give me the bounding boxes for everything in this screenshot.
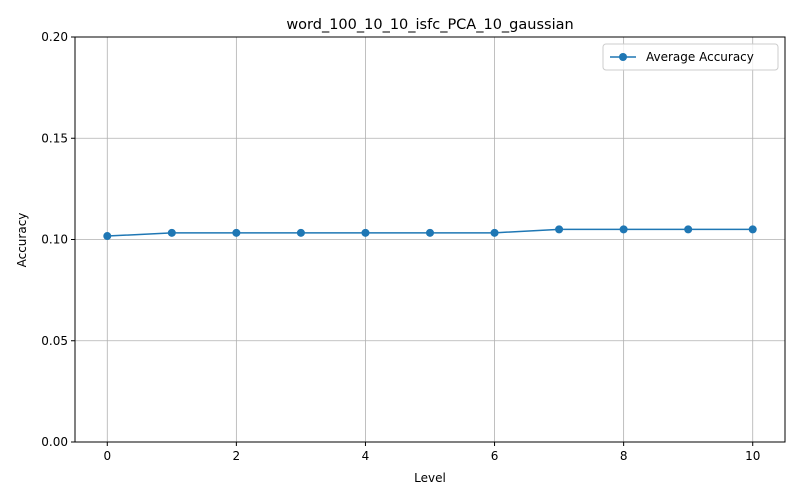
data-point bbox=[167, 228, 176, 237]
data-point bbox=[232, 228, 241, 237]
y-tick-label: 0.05 bbox=[41, 334, 68, 348]
data-point bbox=[748, 225, 757, 234]
series-layer bbox=[103, 225, 757, 241]
chart-title: word_100_10_10_isfc_PCA_10_gaussian bbox=[286, 17, 573, 33]
data-point bbox=[296, 228, 305, 237]
data-point bbox=[426, 228, 434, 237]
x-tick-label: 10 bbox=[745, 449, 760, 463]
x-tick-label: 2 bbox=[233, 449, 241, 463]
x-tick-label: 6 bbox=[491, 449, 499, 463]
x-axis-ticks: 0 2 4 6 8 10 bbox=[103, 442, 760, 463]
data-point bbox=[490, 228, 499, 237]
data-point bbox=[684, 225, 693, 234]
x-tick-label: 8 bbox=[620, 449, 628, 463]
grid-lines bbox=[75, 36, 785, 443]
data-point bbox=[103, 232, 112, 241]
data-point bbox=[555, 225, 564, 234]
y-tick-label: 0.10 bbox=[41, 233, 68, 247]
y-tick-label: 0.00 bbox=[41, 435, 68, 449]
x-axis-label: Level bbox=[414, 471, 446, 485]
legend: Average Accuracy bbox=[602, 43, 779, 71]
y-tick-label: 0.20 bbox=[41, 30, 68, 44]
legend-box bbox=[602, 43, 779, 71]
x-tick-label: 4 bbox=[362, 449, 370, 463]
data-point bbox=[619, 225, 628, 234]
legend-marker-swatch bbox=[619, 53, 627, 61]
y-tick-label: 0.15 bbox=[41, 131, 68, 145]
x-tick-label: 0 bbox=[103, 449, 111, 463]
data-point bbox=[361, 228, 370, 237]
y-axis-label: Accuracy bbox=[15, 213, 29, 268]
legend-entry-average-accuracy: Average Accuracy bbox=[646, 50, 754, 64]
y-axis-ticks: 0.00 0.05 0.10 0.15 0.20 bbox=[41, 30, 75, 449]
